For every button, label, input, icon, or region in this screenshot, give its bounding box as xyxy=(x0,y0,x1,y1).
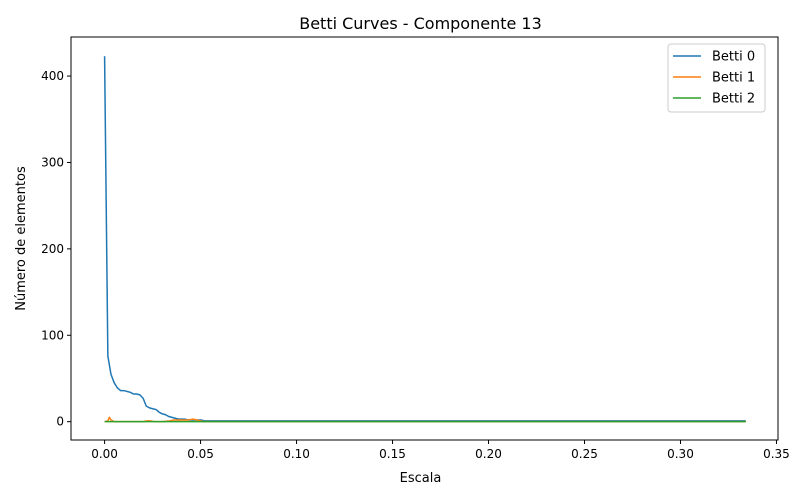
legend-box xyxy=(667,43,766,113)
legend: Betti 0 Betti 1 Betti 2 xyxy=(667,43,766,113)
x-tick-label: 0.15 xyxy=(379,447,406,461)
y-tick-label: 0 xyxy=(56,415,64,429)
x-tick-label: 0.20 xyxy=(475,447,502,461)
x-tick-label: 0.25 xyxy=(571,447,598,461)
series-line-betti-0 xyxy=(103,56,746,422)
series-layer xyxy=(103,56,746,423)
legend-label-betti-2: Betti 2 xyxy=(712,92,755,107)
y-tick-label: 400 xyxy=(41,69,64,83)
legend-label-betti-1: Betti 1 xyxy=(712,71,755,86)
y-tick-label: 300 xyxy=(41,155,64,169)
x-tick-label: 0.00 xyxy=(91,447,118,461)
x-axis: 0.00 0.05 0.10 0.15 0.20 0.25 0.30 0.35 xyxy=(91,440,790,461)
plot-frame xyxy=(70,36,779,441)
x-tick-label: 0.10 xyxy=(283,447,310,461)
x-tick-label: 0.30 xyxy=(667,447,694,461)
y-axis: 0 100 200 300 400 xyxy=(41,69,71,429)
legend-label-betti-0: Betti 0 xyxy=(712,50,755,65)
y-tick-label: 200 xyxy=(41,242,64,256)
y-axis-title: Número de elementos xyxy=(14,166,29,311)
y-tick-label: 100 xyxy=(41,328,64,342)
chart-title: Betti Curves - Componente 13 xyxy=(299,14,542,33)
x-tick-label: 0.05 xyxy=(187,447,214,461)
x-axis-title: Escala xyxy=(400,471,442,486)
x-tick-label: 0.35 xyxy=(763,447,790,461)
